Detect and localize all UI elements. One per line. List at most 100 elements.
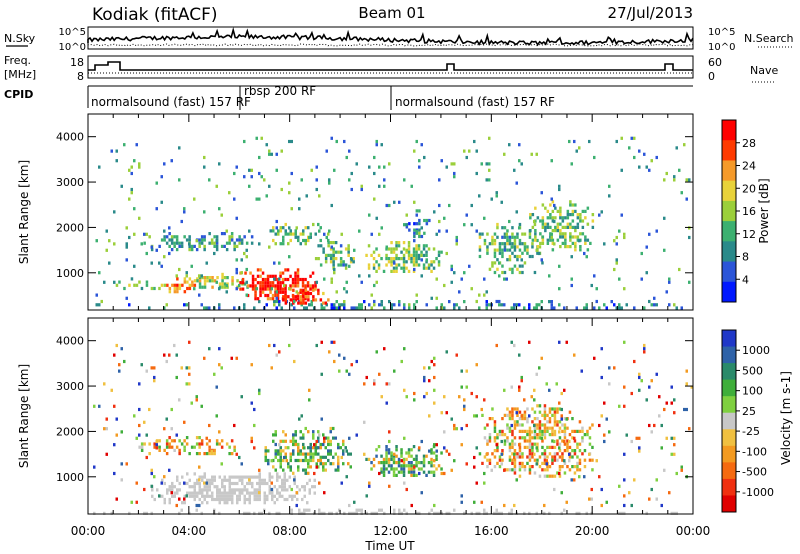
data-cell [256,491,259,495]
data-cell [208,439,211,443]
data-cell [275,219,278,224]
data-cell [186,481,189,486]
data-cell [275,306,278,310]
data-cell [558,187,561,192]
data-cell [283,472,286,476]
data-cell [317,222,320,227]
data-cell [302,298,305,302]
data-cell [263,497,266,502]
data-cell [515,181,518,185]
data-cell [432,266,436,270]
data-cell [402,247,406,251]
data-cell [433,363,436,367]
data-cell [317,291,320,296]
data-cell [158,261,161,265]
data-cell [534,206,537,210]
data-cell [563,433,567,437]
data-cell [561,423,564,427]
data-cell [271,491,274,495]
data-cell [588,452,591,456]
data-cell [566,439,569,443]
data-cell [170,445,174,449]
data-cell [536,449,539,453]
data-cell [501,242,504,246]
data-cell [388,162,391,166]
data-cell [289,284,292,288]
data-cell [551,241,555,245]
data-cell [491,235,494,239]
data-cell [158,445,161,449]
data-cell [440,511,443,515]
data-cell [576,238,580,242]
data-cell [171,494,174,498]
data-cell [554,225,557,229]
data-cell [531,465,534,469]
data-cell [171,283,174,287]
data-cell [408,222,411,226]
data-cell [518,388,521,392]
data-cell [293,359,296,364]
data-cell [256,297,260,301]
data-cell [511,235,514,239]
data-cell [282,458,285,463]
data-cell [216,491,219,495]
data-cell [372,257,376,261]
data-cell [551,429,554,433]
data-cell [559,245,562,249]
data-cell [302,442,305,447]
data-cell [289,229,292,233]
data-cell [296,281,300,285]
data-cell [395,461,398,465]
data-cell [256,268,260,272]
data-cell [120,478,123,482]
data-cell [312,446,315,450]
data-cell [215,248,219,252]
data-cell [541,235,545,239]
data-cell [553,306,556,310]
data-cell [398,300,401,304]
data-cell [535,372,538,376]
data-cell [312,222,315,227]
data-cell [378,165,381,169]
data-cell [277,232,280,236]
data-cell [223,276,227,280]
data-cell [279,455,282,459]
data-cell [548,452,552,456]
data-cell [581,426,584,430]
data-cell [206,279,209,283]
data-cell [598,475,601,479]
data-cell [308,235,311,240]
data-cell [448,511,451,515]
data-cell [306,481,309,486]
data-cell [284,222,287,227]
data-cell [673,436,676,440]
colorbar-tick-label: 100 [742,385,763,398]
data-cell [390,257,393,261]
data-cell [453,423,456,428]
data-cell [559,213,562,217]
data-cell [153,475,156,479]
data-cell [258,155,261,160]
data-cell [402,473,406,477]
data-cell [253,497,256,502]
data-cell [673,411,676,415]
data-cell [299,452,302,456]
data-cell [295,226,298,230]
data-cell [503,226,507,230]
data-cell [180,219,183,224]
data-cell [543,436,547,440]
data-cell [385,457,388,461]
data-cell [299,298,303,302]
data-cell [263,501,266,505]
data-cell [375,511,378,515]
data-cell [345,290,348,294]
data-cell [115,283,119,287]
data-cell [135,283,139,287]
data-cell [488,417,492,421]
data-cell [432,260,436,264]
data-cell [309,274,312,278]
data-cell [268,343,271,348]
data-cell [610,300,613,304]
data-cell [211,494,214,498]
data-cell [533,436,537,440]
